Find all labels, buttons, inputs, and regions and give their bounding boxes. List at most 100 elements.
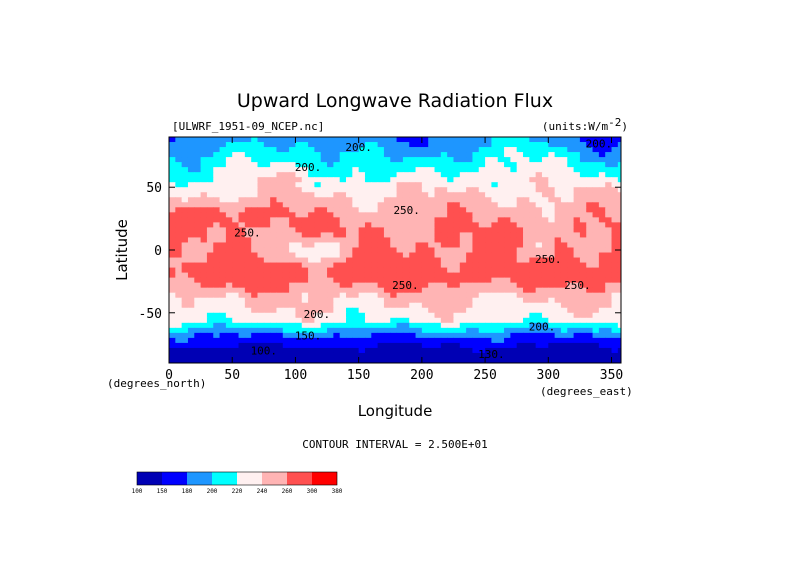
heatmap-cell xyxy=(383,277,391,284)
heatmap-cell xyxy=(232,322,240,329)
heatmap-cell xyxy=(409,322,417,329)
colorbar-label: 100 xyxy=(132,488,143,495)
heatmap-cell xyxy=(187,137,195,143)
heatmap-cell xyxy=(516,167,524,173)
heatmap-cell xyxy=(428,212,436,218)
heatmap-cell xyxy=(327,217,334,223)
heatmap-cell xyxy=(510,197,518,203)
heatmap-cell xyxy=(364,237,372,243)
heatmap-cell xyxy=(611,342,619,349)
heatmap-cell xyxy=(598,147,606,153)
heatmap-cell xyxy=(383,242,391,248)
heatmap-cell xyxy=(466,337,473,344)
heatmap-cell xyxy=(434,287,442,294)
heatmap-cell xyxy=(257,357,265,364)
heatmap-cell xyxy=(371,217,379,223)
heatmap-cell xyxy=(263,292,271,299)
heatmap-cell xyxy=(270,337,277,344)
heatmap-cell xyxy=(402,242,410,248)
heatmap-cell xyxy=(440,202,448,208)
heatmap-cell xyxy=(605,167,613,173)
heatmap-cell xyxy=(327,197,334,203)
heatmap-cell xyxy=(352,217,360,223)
heatmap-cell xyxy=(371,187,379,193)
heatmap-cell xyxy=(567,157,575,163)
heatmap-cell xyxy=(282,272,290,279)
heatmap-cell xyxy=(352,317,360,324)
heatmap-cell xyxy=(497,197,505,203)
colorbar-label: 240 xyxy=(257,488,268,495)
heatmap-cell xyxy=(244,192,252,198)
heatmap-cell xyxy=(579,177,587,183)
heatmap-cell xyxy=(573,347,581,354)
heatmap-cell xyxy=(263,217,271,223)
heatmap-cell xyxy=(541,137,549,143)
heatmap-cell xyxy=(346,232,353,238)
heatmap-cell xyxy=(308,227,315,233)
heatmap-cell xyxy=(598,182,606,188)
heatmap-cell xyxy=(371,342,379,349)
heatmap-cell xyxy=(194,227,202,233)
heatmap-cell xyxy=(187,202,195,208)
heatmap-cell xyxy=(554,302,562,309)
heatmap-cell xyxy=(175,227,183,233)
heatmap-cell xyxy=(244,282,252,289)
heatmap-cell xyxy=(478,182,486,188)
heatmap-cell xyxy=(377,177,385,183)
heatmap-cell xyxy=(251,187,259,193)
heatmap-cell xyxy=(358,262,366,269)
heatmap-cell xyxy=(504,302,511,309)
heatmap-cell xyxy=(409,237,417,243)
heatmap-cell xyxy=(415,252,423,259)
heatmap-cell xyxy=(548,237,556,243)
heatmap-cell xyxy=(352,162,360,168)
heatmap-cell xyxy=(560,282,568,289)
heatmap-cell xyxy=(434,172,442,178)
heatmap-cell xyxy=(206,182,214,188)
heatmap-cell xyxy=(327,312,334,319)
heatmap-cell xyxy=(320,217,328,223)
heatmap-cell xyxy=(181,207,189,213)
heatmap-cell xyxy=(466,257,473,264)
heatmap-cell xyxy=(238,227,246,233)
heatmap-cell xyxy=(497,257,505,264)
heatmap-cell xyxy=(371,172,379,178)
heatmap-cell xyxy=(225,277,233,284)
heatmap-cell xyxy=(516,282,524,289)
heatmap-cell xyxy=(225,317,233,324)
heatmap-cell xyxy=(320,312,328,319)
heatmap-cell xyxy=(402,202,410,208)
heatmap-cell xyxy=(244,307,252,314)
heatmap-cell xyxy=(497,247,505,254)
heatmap-cell xyxy=(548,347,556,354)
heatmap-cell xyxy=(282,347,290,354)
heatmap-cell xyxy=(497,222,505,228)
heatmap-cell xyxy=(206,227,214,233)
heatmap-cell xyxy=(187,332,195,339)
heatmap-cell xyxy=(560,197,568,203)
heatmap-cell xyxy=(194,347,202,354)
heatmap-cell xyxy=(352,287,360,294)
heatmap-cell xyxy=(516,207,524,213)
heatmap-cell xyxy=(415,342,423,349)
heatmap-cell xyxy=(396,222,404,228)
heatmap-cell xyxy=(523,347,530,354)
heatmap-cell xyxy=(346,252,353,259)
heatmap-cell xyxy=(181,297,189,304)
heatmap-cell xyxy=(548,192,556,198)
heatmap-cell xyxy=(200,332,208,339)
heatmap-cell xyxy=(421,177,429,183)
heatmap-cell xyxy=(402,317,410,324)
heatmap-cell xyxy=(421,182,429,188)
heatmap-cell xyxy=(263,152,271,158)
heatmap-cell xyxy=(270,177,277,183)
heatmap-cell xyxy=(314,357,322,364)
heatmap-cell xyxy=(510,282,518,289)
heatmap-cell xyxy=(257,297,265,304)
heatmap-cell xyxy=(434,187,442,193)
heatmap-cell xyxy=(244,212,252,218)
heatmap-cell xyxy=(472,152,480,158)
heatmap-cell xyxy=(314,192,322,198)
heatmap-cell xyxy=(308,347,315,354)
heatmap-cell xyxy=(541,327,549,334)
